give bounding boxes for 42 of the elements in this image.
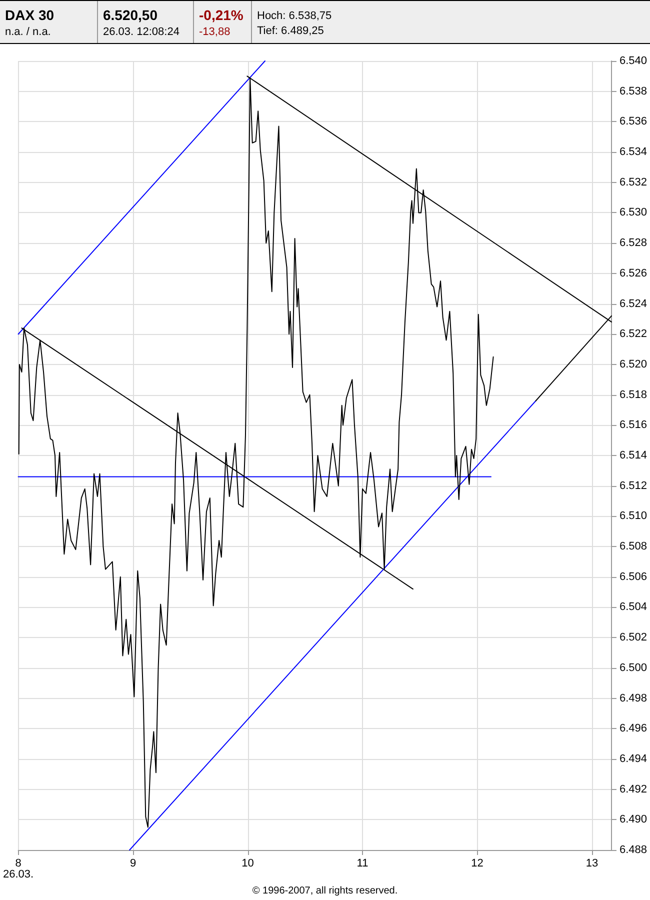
y-tick-label: 6.502	[619, 632, 648, 644]
text: -0,21%	[199, 7, 244, 23]
y-tick-label: 6.536	[619, 116, 648, 128]
y-tick-label: 6.500	[619, 662, 648, 674]
y-tick-label: 6.488	[619, 844, 648, 856]
y-tick-label: 6.518	[619, 388, 648, 401]
y-tick-label: 6.494	[619, 752, 648, 765]
y-tick-label: 6.514	[619, 450, 648, 462]
y-tick-label: 6.504	[619, 601, 648, 614]
chart-title: DAX 30	[5, 7, 56, 23]
y-tick-label: 6.512	[619, 480, 648, 492]
y-tick-label: 6.490	[619, 814, 648, 826]
x-tick-label: 10	[242, 858, 254, 870]
y-tick-label: 6.534	[619, 146, 648, 158]
x-tick-label: 13	[586, 858, 598, 870]
text: Tief: 6.489,25	[257, 25, 325, 37]
y-tick-label: 6.522	[619, 328, 648, 340]
y-tick-label: 6.528	[619, 237, 648, 250]
y-tick-label: 6.538	[619, 85, 648, 98]
x-tick-label: 8 26.03.	[2, 858, 34, 880]
y-tick-label: 6.510	[619, 510, 648, 522]
x-tick-label: 11	[356, 858, 368, 870]
y-tick-label: 6.540	[619, 55, 648, 67]
y-tick-label: 6.524	[619, 298, 648, 310]
x-tick-label: 9	[130, 858, 136, 870]
y-tick-label: 6.496	[619, 722, 648, 735]
text: n.a. / n.a.	[5, 26, 52, 38]
text: © 1996-2007, all rights reserved.	[252, 886, 398, 896]
y-tick-label: 6.530	[619, 206, 648, 219]
y-tick-label: 6.526	[619, 267, 648, 280]
text: Hoch: 6.538,75	[257, 10, 333, 22]
y-tick-label: 6.492	[619, 783, 648, 796]
text: 26.03. 12:08:24	[103, 26, 180, 38]
y-tick-label: 6.506	[619, 570, 648, 583]
y-tick-label: 6.516	[619, 419, 648, 432]
x-tick-label: 12	[471, 858, 484, 870]
y-tick-label: 6.498	[619, 692, 648, 704]
y-tick-label: 6.532	[619, 176, 648, 188]
y-tick-label: 6.508	[619, 540, 648, 553]
y-tick-label: 6.520	[619, 358, 648, 370]
text: 6.520,50	[103, 7, 158, 23]
text: -13,88	[199, 26, 232, 38]
